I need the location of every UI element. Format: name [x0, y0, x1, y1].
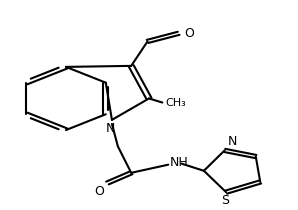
Text: N: N: [106, 122, 115, 135]
Text: N: N: [228, 135, 237, 148]
Text: CH₃: CH₃: [165, 97, 186, 108]
Text: O: O: [95, 185, 105, 198]
Text: S: S: [221, 194, 229, 207]
Text: O: O: [184, 27, 195, 40]
Text: NH: NH: [170, 156, 189, 169]
